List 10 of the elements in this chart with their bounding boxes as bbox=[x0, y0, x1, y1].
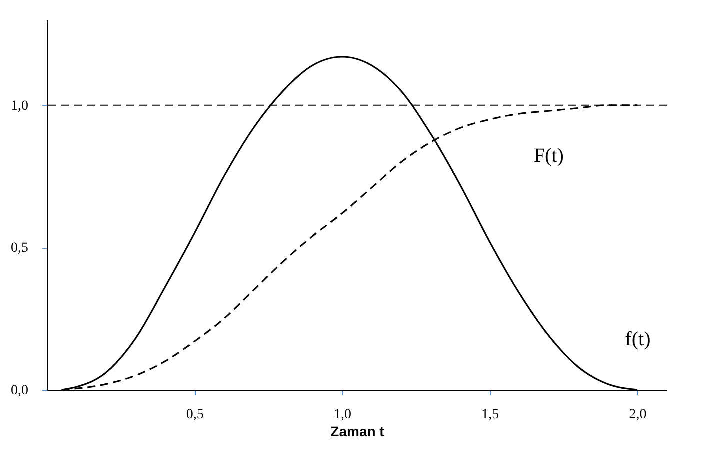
y-tick-label: 0,5 bbox=[11, 241, 28, 256]
y-tick-label: 1,0 bbox=[11, 98, 28, 114]
x-tick-label: 1,0 bbox=[334, 408, 352, 422]
series-label: F(t) bbox=[534, 145, 564, 168]
series-label: f(t) bbox=[625, 328, 651, 350]
x-tick-label: 0,5 bbox=[186, 408, 204, 422]
x-tick-label: 2,0 bbox=[629, 408, 647, 422]
y-tick-label: 0,0 bbox=[11, 384, 28, 398]
x-tick-label: 1,5 bbox=[482, 408, 500, 422]
x-axis-title: Zaman t bbox=[330, 424, 385, 440]
